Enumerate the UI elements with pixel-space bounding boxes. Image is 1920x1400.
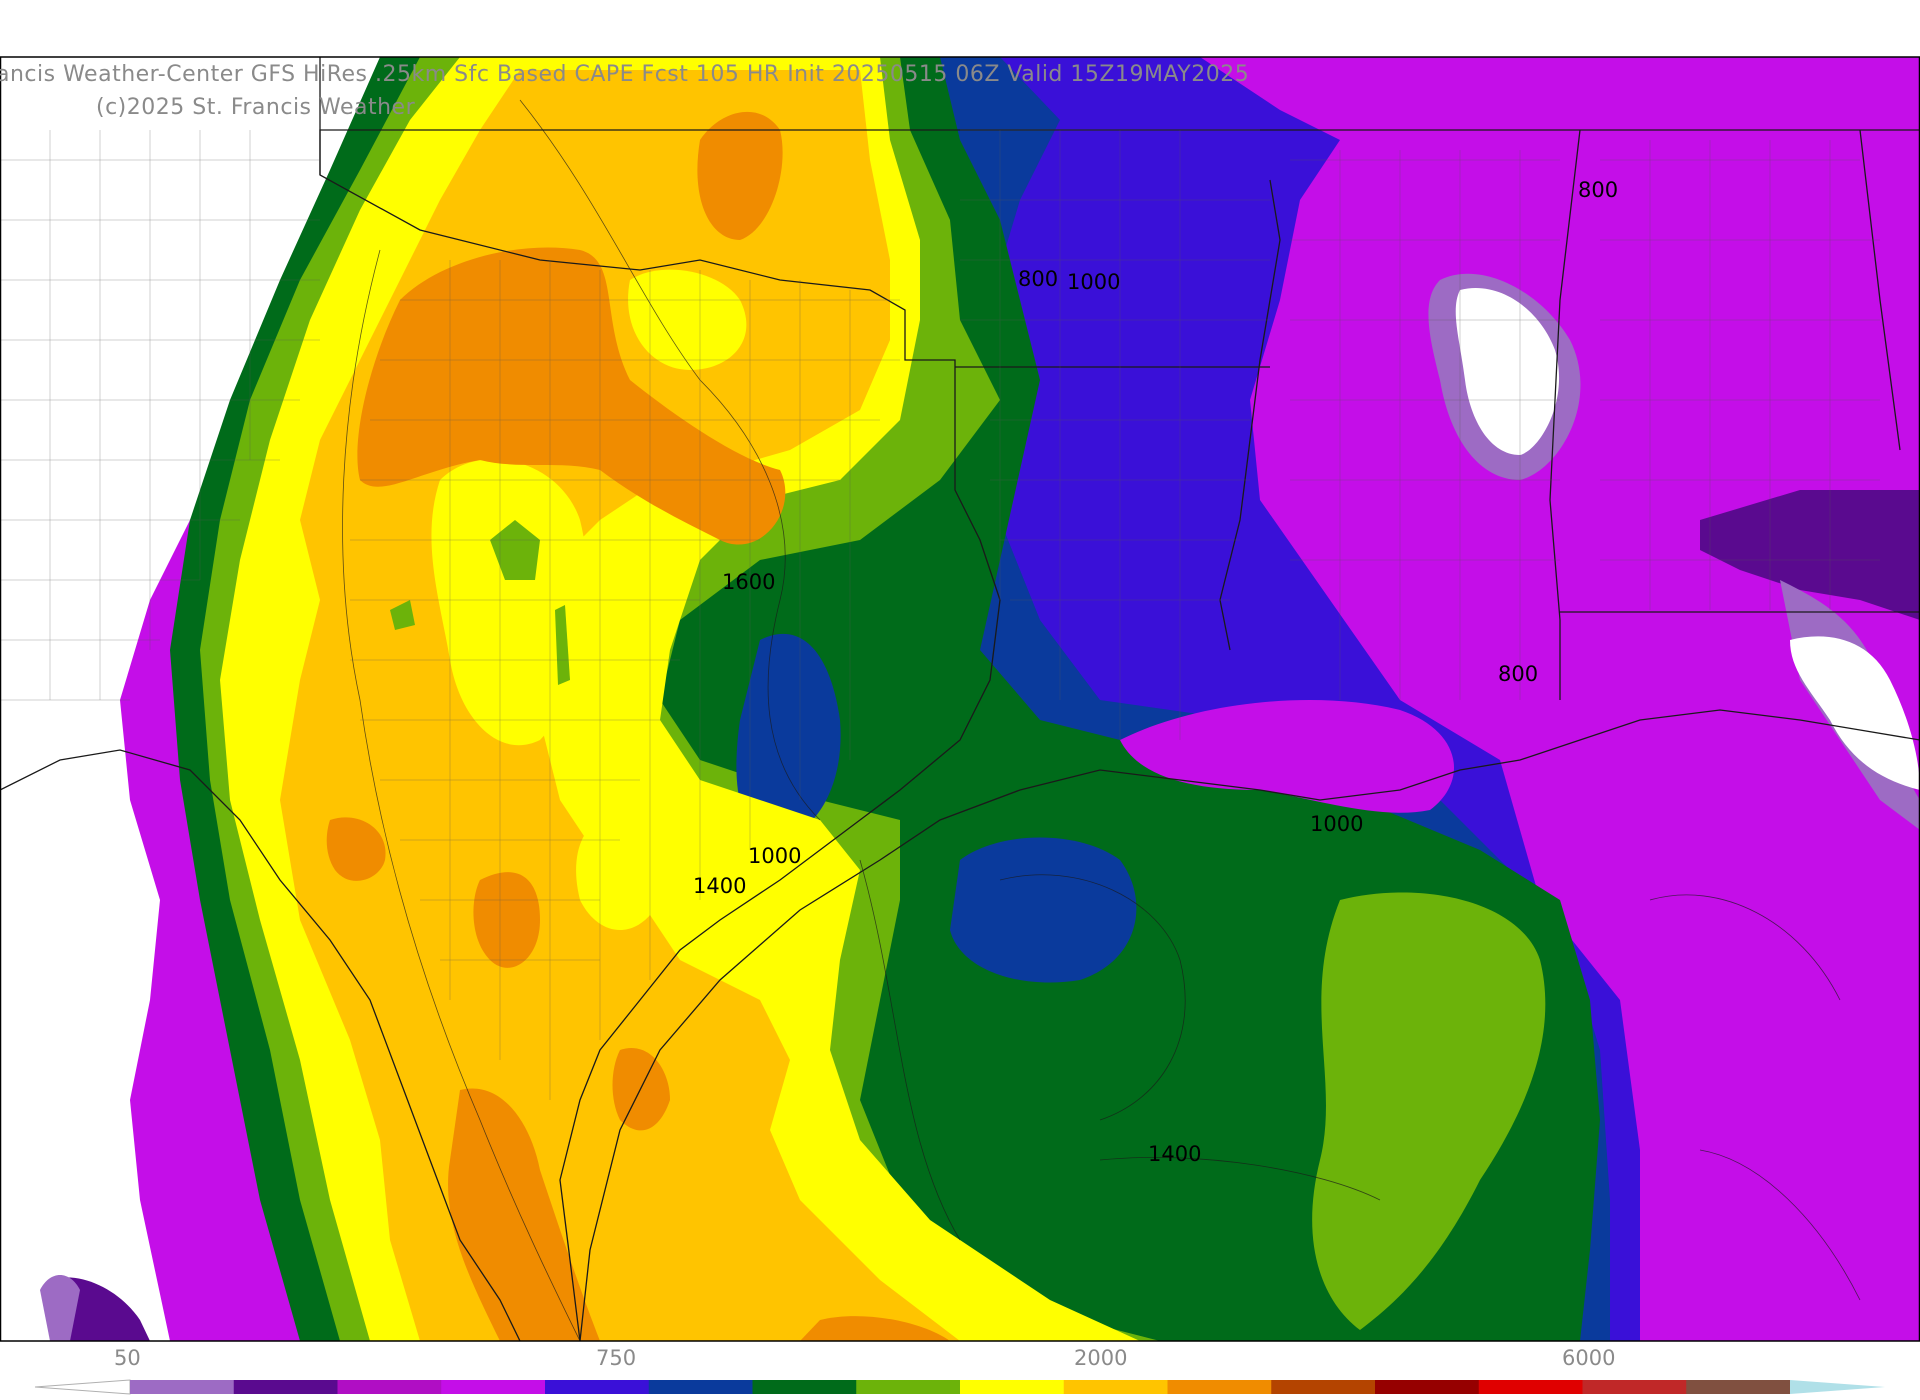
colorbar-swatch [1478, 1380, 1583, 1394]
state-line-ms [1219, 179, 1281, 651]
colorbar-tick-2000: 2000 [1074, 1346, 1127, 1370]
cape-dark-purple-east [1700, 490, 1920, 620]
colorbar-swatch [1167, 1380, 1272, 1394]
map-title: ancis Weather-Center GFS HiRes .25km Sfc… [0, 62, 1249, 87]
cape-orange-west [326, 817, 386, 881]
contour-label-800-north: 800 [1018, 267, 1058, 291]
colorbar-swatch [1375, 1380, 1480, 1394]
cape-white-patch-1-inner [1455, 288, 1560, 455]
contour-label-1400-texas: 1400 [693, 874, 746, 898]
map-copyright: (c)2025 St. Francis Weather [96, 95, 416, 120]
colorbar-swatch [1271, 1380, 1376, 1394]
colorbar-swatch [856, 1380, 961, 1394]
cape-green-speck-2 [390, 600, 415, 630]
contour-lines [342, 99, 1861, 1341]
contour-label-1000-gulf: 1000 [1310, 812, 1363, 836]
colorbar-swatch [233, 1380, 338, 1394]
colorbar-swatches [34, 1379, 1885, 1395]
cape-orange-south-2 [612, 1048, 670, 1131]
colorbar-swatch [1063, 1380, 1168, 1394]
cape-gulf-green-east [1312, 892, 1546, 1330]
contour-labels: 1600 800 1000 800 800 1000 1400 1000 140… [693, 178, 1618, 1166]
cape-white-patch-2 [1790, 636, 1920, 790]
contour-label-1000-north: 1000 [1067, 270, 1120, 294]
cape-lavender-sw [40, 1275, 80, 1341]
contour-label-1000-texas: 1000 [748, 844, 801, 868]
cape-orange-gulf [800, 1316, 950, 1341]
colorbar-tick-750: 750 [596, 1346, 636, 1370]
colorbar-swatch [337, 1380, 442, 1394]
cape-navy-pocket [736, 633, 841, 840]
cape-green-speck-3 [555, 605, 570, 685]
colorbar-swatch [752, 1380, 857, 1394]
cape-magenta-coast [1120, 700, 1454, 813]
state-line-al [1549, 129, 1581, 700]
colorbar-swatch [960, 1380, 1065, 1394]
colorbar-left-extension [34, 1379, 131, 1395]
contour-label-1600: 1600 [722, 570, 775, 594]
cape-yellow-interior-3 [576, 820, 660, 930]
cape-gulf-navy-blob [950, 837, 1137, 983]
colorbar-tick-labels: 50 750 2000 6000 [114, 1346, 1615, 1370]
colorbar: 50 750 2000 6000 [34, 1346, 1885, 1395]
colorbar-swatch [130, 1380, 235, 1394]
state-line-ga [1859, 129, 1901, 451]
texas-border [319, 57, 1001, 1341]
colorbar-swatch [1686, 1380, 1791, 1394]
cape-orange-mid [473, 872, 540, 968]
contour-label-1400-gulf: 1400 [1148, 1142, 1201, 1166]
colorbar-swatch [648, 1380, 753, 1394]
county-lines [0, 129, 1880, 1100]
cape-orange-north-2 [697, 111, 783, 241]
cape-orange-south [448, 1088, 600, 1341]
colorbar-swatch [545, 1380, 650, 1394]
gulf-coast [579, 709, 1920, 1341]
cape-yellow-interior-2 [431, 459, 588, 746]
contour-label-800-coast: 800 [1498, 662, 1538, 686]
cape-yellow-interior-1 [628, 269, 747, 370]
contour-label-800-ne: 800 [1578, 178, 1618, 202]
cape-orange-north [357, 247, 786, 545]
colorbar-tick-6000: 6000 [1562, 1346, 1615, 1370]
colorbar-swatch [441, 1380, 546, 1394]
colorbar-tick-50: 50 [114, 1346, 141, 1370]
colorbar-swatch [1582, 1380, 1687, 1394]
cape-low-west-white [0, 57, 430, 1341]
cape-green-speck-1 [490, 520, 540, 580]
political-boundaries [0, 57, 1920, 1341]
rio-grande [0, 749, 521, 1341]
colorbar-right-extension [1790, 1380, 1885, 1394]
